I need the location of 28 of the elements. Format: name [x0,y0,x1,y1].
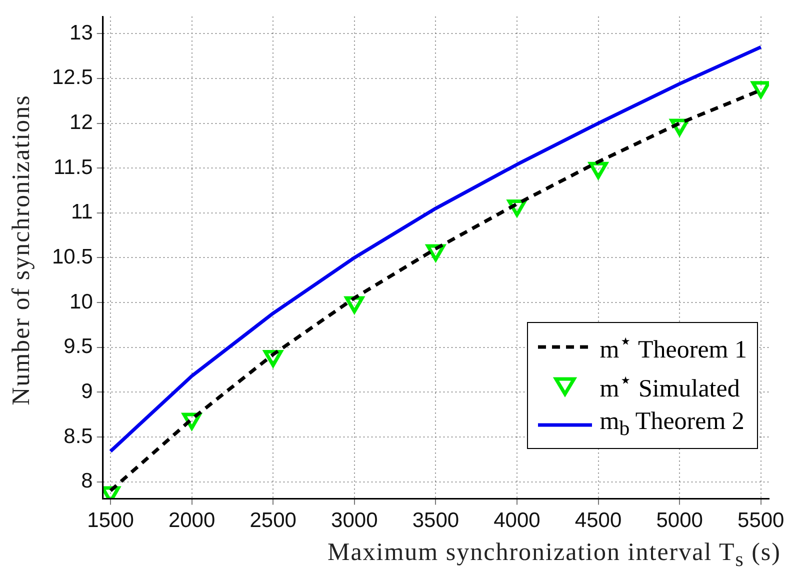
x-tick-label: 2500 [250,509,296,532]
x-tick-label: 1500 [87,509,134,532]
legend-label: m$^{⋆}$ Theorem 1 [600,328,747,364]
y-tick-label: 11 [71,200,93,224]
x-tick-label: 3000 [331,509,378,532]
x-tick-label: 5500 [738,509,784,532]
y-tick-label: 10 [70,290,93,314]
y-tick-label: 12.5 [52,66,93,90]
legend-label: m$_{b}$ Theorem 2 [600,408,744,441]
y-tick-label: 11.5 [54,156,93,179]
point [264,350,283,368]
x-tick-label: 2000 [168,509,216,532]
legend-label: m$^{⋆}$ Simulated [600,368,740,404]
x-tick-label: 5000 [656,509,703,532]
x-tick-label: 4500 [574,509,622,532]
x-axis-title: Maximum synchronization interval T$_{s}$ (s) [327,539,781,572]
y-tick-label: 8.5 [64,424,93,448]
x-tick-label: 4000 [494,509,540,532]
y-tick-label: 10.5 [52,245,93,268]
y-tick-label: 8 [81,470,93,493]
point [588,162,608,179]
x-tick-label: 3500 [412,509,460,532]
point [751,81,769,98]
y-tick-label: 9.5 [64,335,93,358]
y-tick-label: 13 [70,21,93,44]
y-tick-label: 12 [70,111,93,134]
y-tick-label: 9 [81,380,93,403]
y-axis-title: Number of synchronizations [8,94,36,406]
